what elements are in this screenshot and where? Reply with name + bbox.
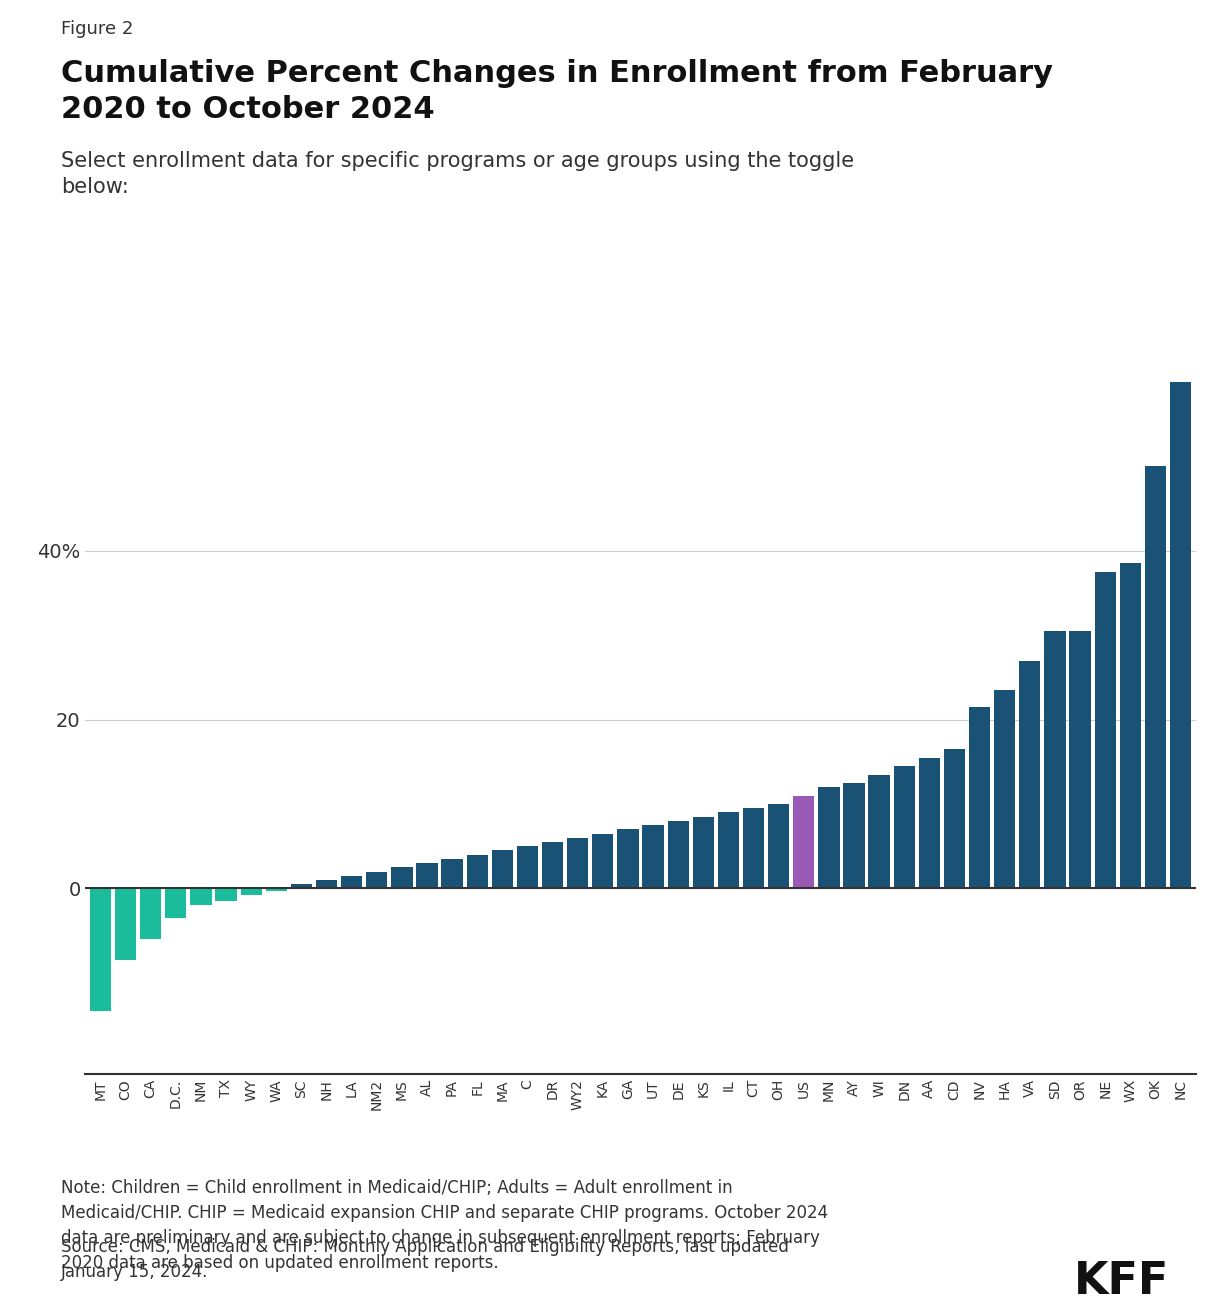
Bar: [1170, 383, 1191, 888]
Bar: [140, 888, 161, 939]
Bar: [492, 850, 514, 888]
Bar: [793, 795, 815, 888]
Bar: [316, 880, 337, 888]
Bar: [869, 774, 889, 888]
Bar: [819, 787, 839, 888]
Bar: [366, 871, 388, 888]
Bar: [617, 829, 638, 888]
Bar: [643, 825, 664, 888]
Bar: [290, 884, 312, 888]
Bar: [1120, 563, 1141, 888]
Text: Source: CMS, Medicaid & CHIP: Monthly Application and Eligibility Reports, last : Source: CMS, Medicaid & CHIP: Monthly Ap…: [61, 1238, 789, 1281]
Bar: [1044, 631, 1065, 888]
Bar: [165, 888, 187, 918]
Bar: [1094, 572, 1116, 888]
Bar: [542, 842, 564, 888]
Bar: [1019, 660, 1041, 888]
Bar: [994, 690, 1015, 888]
Bar: [416, 863, 438, 888]
Bar: [392, 867, 412, 888]
Bar: [90, 888, 111, 1011]
Bar: [190, 888, 211, 905]
Bar: [1070, 631, 1091, 888]
Bar: [216, 888, 237, 901]
Text: Select enrollment data for specific programs or age groups using the toggle
belo: Select enrollment data for specific prog…: [61, 151, 854, 196]
Bar: [466, 854, 488, 888]
Text: Figure 2: Figure 2: [61, 20, 133, 38]
Bar: [667, 821, 689, 888]
Bar: [1144, 466, 1166, 888]
Bar: [767, 804, 789, 888]
Bar: [944, 749, 965, 888]
Text: Cumulative Percent Changes in Enrollment from February
2020 to October 2024: Cumulative Percent Changes in Enrollment…: [61, 59, 1053, 124]
Bar: [969, 707, 991, 888]
Bar: [340, 876, 362, 888]
Bar: [567, 838, 588, 888]
Text: KFF: KFF: [1074, 1260, 1169, 1303]
Bar: [893, 766, 915, 888]
Bar: [517, 846, 538, 888]
Bar: [592, 833, 614, 888]
Bar: [717, 812, 739, 888]
Bar: [843, 783, 865, 888]
Bar: [266, 888, 287, 891]
Bar: [240, 888, 262, 895]
Bar: [919, 757, 941, 888]
Bar: [743, 808, 764, 888]
Bar: [115, 888, 137, 960]
Text: Note: Children = Child enrollment in Medicaid/CHIP; Adults = Adult enrollment in: Note: Children = Child enrollment in Med…: [61, 1179, 828, 1272]
Bar: [693, 816, 714, 888]
Bar: [442, 859, 462, 888]
